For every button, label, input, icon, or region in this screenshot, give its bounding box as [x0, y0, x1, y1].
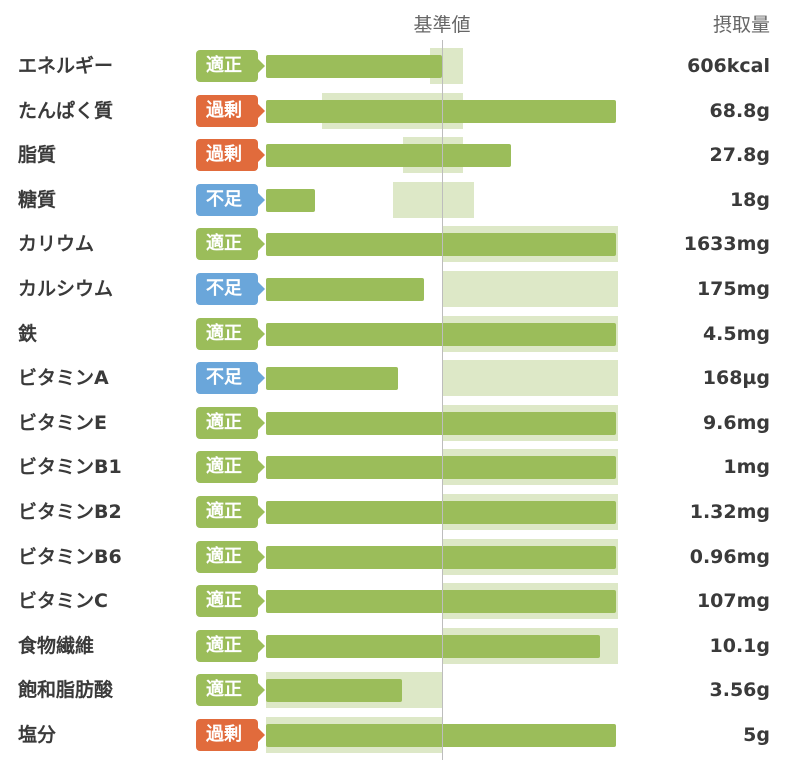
intake-value: 10.1g [709, 635, 770, 657]
intake-bar [266, 412, 617, 435]
status-badge: 適正 [196, 496, 265, 528]
intake-value: 68.8g [709, 100, 770, 122]
nutrient-row: 塩分 過剰 5g [0, 717, 788, 753]
intake-value: 107mg [696, 590, 770, 612]
status-badge: 適正 [196, 674, 265, 706]
nutrient-name: ビタミンB2 [18, 501, 122, 523]
nutrient-row: エネルギー 適正 606kcal [0, 48, 788, 84]
intake-value: 606kcal [687, 55, 770, 77]
intake-bar [266, 635, 601, 658]
intake-value: 9.6mg [702, 412, 770, 434]
status-badge: 不足 [196, 184, 265, 216]
nutrient-name: 鉄 [18, 323, 38, 345]
reference-range-band [442, 360, 618, 396]
intake-bar [266, 100, 617, 123]
nutrient-name: 食物繊維 [18, 635, 95, 657]
intake-value: 3.56g [709, 679, 770, 701]
intake-value: 27.8g [709, 144, 770, 166]
nutrient-row: 脂質 過剰 27.8g [0, 137, 788, 173]
intake-bar [266, 679, 402, 702]
status-badge: 過剰 [196, 139, 265, 171]
intake-bar [266, 546, 617, 569]
status-badge: 不足 [196, 273, 265, 305]
intake-value: 5g [743, 724, 770, 746]
nutrient-name: ビタミンE [18, 412, 107, 434]
nutrient-row: 飽和脂肪酸 適正 3.56g [0, 672, 788, 708]
status-badge: 過剰 [196, 95, 265, 127]
intake-bar [266, 724, 617, 747]
intake-bar [266, 189, 316, 212]
intake-bar [266, 590, 617, 613]
nutrient-name: カリウム [18, 233, 95, 255]
intake-value: 1633mg [683, 233, 770, 255]
intake-value: 1mg [723, 456, 770, 478]
status-badge: 適正 [196, 451, 265, 483]
intake-bar [266, 367, 398, 390]
intake-bar [266, 55, 442, 78]
intake-bar [266, 501, 617, 524]
intake-value: 168µg [702, 367, 770, 389]
nutrient-name: ビタミンB1 [18, 456, 122, 478]
nutrient-name: ビタミンB6 [18, 546, 122, 568]
status-badge: 不足 [196, 362, 265, 394]
intake-value: 0.96mg [689, 546, 770, 568]
intake-header: 摂取量 [712, 14, 770, 36]
intake-value: 1.32mg [689, 501, 770, 523]
nutrient-row: ビタミンC 適正 107mg [0, 583, 788, 619]
intake-bar [266, 233, 617, 256]
status-badge: 適正 [196, 585, 265, 617]
nutrient-row: 食物繊維 適正 10.1g [0, 628, 788, 664]
status-badge: 適正 [196, 407, 265, 439]
nutrient-row: 鉄 適正 4.5mg [0, 316, 788, 352]
nutrient-name: エネルギー [18, 55, 114, 77]
nutrient-name: ビタミンC [18, 590, 108, 612]
nutrient-row: ビタミンB1 適正 1mg [0, 449, 788, 485]
reference-range-band [392, 182, 474, 218]
reference-header: 基準値 [413, 14, 471, 36]
status-badge: 適正 [196, 630, 265, 662]
nutrient-row: たんぱく質 過剰 68.8g [0, 93, 788, 129]
status-badge: 適正 [196, 50, 265, 82]
nutrient-name: カルシウム [18, 278, 114, 300]
nutrient-name: 塩分 [18, 724, 57, 746]
intake-bar [266, 456, 617, 479]
status-badge: 適正 [196, 541, 265, 573]
status-badge: 過剰 [196, 719, 265, 751]
nutrient-row: カリウム 適正 1633mg [0, 226, 788, 262]
reference-range-band [442, 271, 618, 307]
intake-value: 18g [729, 189, 770, 211]
nutrient-row: ビタミンA 不足 168µg [0, 360, 788, 396]
intake-bar [266, 278, 425, 301]
nutrient-name: 脂質 [18, 144, 57, 166]
intake-bar [266, 323, 617, 346]
nutrient-name: 飽和脂肪酸 [18, 679, 114, 701]
nutrient-name: 糖質 [18, 189, 57, 211]
intake-bar [266, 144, 511, 167]
nutrient-row: ビタミンE 適正 9.6mg [0, 405, 788, 441]
nutrient-name: たんぱく質 [18, 100, 114, 122]
status-badge: 適正 [196, 318, 265, 350]
nutrient-name: ビタミンA [18, 367, 109, 389]
intake-value: 4.5mg [702, 323, 770, 345]
intake-value: 175mg [696, 278, 770, 300]
status-badge: 適正 [196, 228, 265, 260]
reference-line [442, 40, 443, 760]
nutrient-row: 糖質 不足 18g [0, 182, 788, 218]
nutrient-row: カルシウム 不足 175mg [0, 271, 788, 307]
nutrient-row: ビタミンB6 適正 0.96mg [0, 539, 788, 575]
nutrient-row: ビタミンB2 適正 1.32mg [0, 494, 788, 530]
